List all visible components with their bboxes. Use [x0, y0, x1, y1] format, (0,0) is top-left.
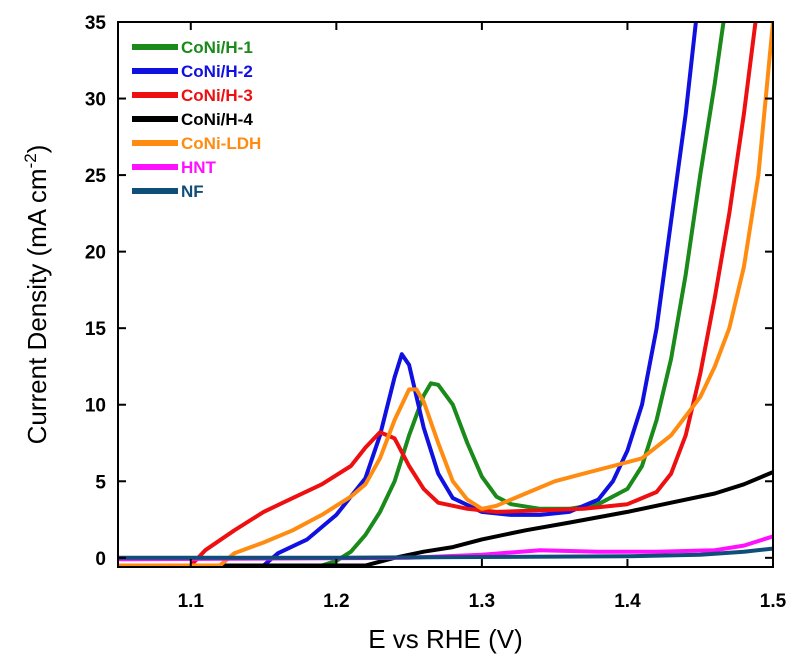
legend-label: CoNi/H-4: [181, 110, 253, 129]
legend-label: CoNi/H-1: [181, 38, 253, 57]
x-tick-label: 1.2: [323, 591, 349, 612]
y-tick-label: 30: [85, 90, 106, 111]
ticks-layer: 1.1 1.2 1.3 1.4 1.5 0 5 10 15 20 25 30 35: [85, 13, 787, 612]
legend-label: HNT: [181, 158, 217, 177]
y-axis-title-main: Current Density (mA cm: [22, 168, 52, 444]
series-line-NF: [118, 546, 773, 560]
x-tick-label: 1.5: [760, 591, 787, 612]
x-axis-title: E vs RHE (V): [368, 624, 523, 654]
y-axis-title-superscript: -2: [21, 153, 40, 168]
series-line-CoNi-LDH: [118, 22, 773, 567]
x-tick-label: 1.1: [178, 591, 205, 612]
y-tick-label: 0: [95, 549, 106, 570]
y-tick-label: 20: [85, 243, 106, 264]
y-tick-label: 5: [95, 472, 106, 493]
y-axis-title: Current Density (mA cm-2): [21, 145, 52, 445]
legend-label: CoNi-LDH: [181, 134, 261, 153]
y-tick-label: 35: [85, 13, 107, 34]
series-line-CoNi/H-3: [118, 22, 758, 567]
x-tick-label: 1.3: [469, 591, 495, 612]
y-tick-label: 25: [85, 166, 107, 187]
y-tick-label: 10: [85, 396, 106, 417]
legend-label: CoNi/H-3: [181, 86, 253, 105]
legend-label: NF: [181, 182, 204, 201]
plot-frame: [117, 21, 774, 568]
legend-label: CoNi/H-2: [181, 62, 253, 81]
y-axis-title-close: ): [22, 145, 52, 154]
series-layer: [118, 22, 773, 567]
series-line-CoNi/H-1: [118, 22, 726, 567]
legend: CoNi/H-1 CoNi/H-2 CoNi/H-3 CoNi/H-4 CoNi-LDH…: [132, 38, 261, 201]
series-line-CoNi/H-2: [118, 22, 698, 567]
x-tick-label: 1.4: [614, 591, 641, 612]
y-tick-label: 15: [85, 319, 107, 340]
